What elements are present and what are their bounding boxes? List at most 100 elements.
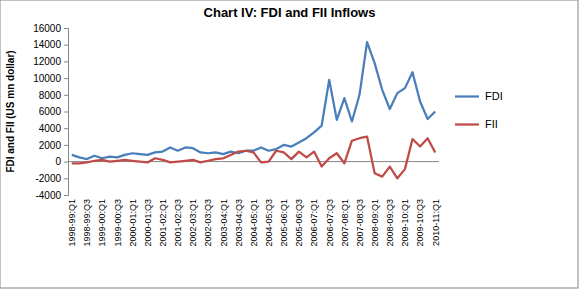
legend-swatch	[455, 123, 479, 125]
legend: FDI FII	[455, 90, 503, 130]
y-tick-mark	[64, 112, 68, 113]
y-tick-label: 2000	[39, 140, 62, 151]
x-tick: 2008-09:Q1	[370, 195, 380, 247]
y-tick: 4000	[39, 123, 68, 134]
chart-border	[0, 0, 578, 288]
x-tick: 2010-11:Q1	[431, 195, 441, 246]
x-tick-label: 1999-00:Q3	[113, 199, 123, 247]
x-tick-label: 2001-02:Q1	[158, 199, 168, 247]
x-tick: 2000-01:Q3	[143, 195, 153, 247]
x-tick-label: 2009-10:Q3	[415, 199, 425, 247]
x-tick: 2004-05:Q3	[264, 195, 274, 247]
x-tick: 2003-04:Q3	[234, 195, 244, 247]
x-tick-label: 2003-04:Q1	[219, 199, 229, 247]
x-tick-label: 2004-05:Q1	[249, 199, 259, 247]
y-tick: 16000	[33, 23, 68, 34]
x-tick: 2001-02:Q3	[173, 195, 183, 247]
x-tick-label: 2003-04:Q3	[234, 199, 244, 247]
x-tick: 2009-10:Q1	[400, 195, 410, 247]
x-axis: 1998-99:Q1 1998-99:Q3 1999-00:Q1 1999-00:Q3…	[67, 195, 440, 247]
x-tick: 1999-00:Q1	[97, 195, 107, 247]
y-tick: 14000	[33, 39, 68, 50]
x-tick-label: 1998-99:Q1	[67, 199, 77, 247]
y-axis-title: FDI and FII (US mn dollar)	[5, 50, 16, 172]
x-tick: 2002-03:Q1	[188, 195, 198, 247]
title: Chart IV: FDI and FII Inflows	[204, 5, 376, 20]
y-tick-label: 10000	[33, 73, 61, 84]
y-axis-line	[64, 29, 69, 196]
y-tick-mark	[64, 162, 68, 163]
x-tick: 2004-05:Q1	[249, 195, 259, 247]
y-tick-label: -4000	[35, 190, 61, 201]
y-tick-label: 0	[55, 156, 61, 167]
y-tick: -2000	[35, 173, 68, 184]
x-tick: 2008-09:Q3	[385, 195, 395, 247]
x-tick-label: 2008-09:Q1	[370, 199, 380, 247]
y-tick-label: 14000	[33, 39, 61, 50]
x-tick-label: 2002-03:Q1	[188, 199, 198, 247]
legend-label: FDI	[485, 90, 503, 102]
series-lines	[72, 42, 435, 178]
x-tick-label: 2006-07:Q1	[309, 199, 319, 247]
y-tick: 2000	[39, 140, 68, 151]
x-tick-label: 2002-03:Q3	[203, 199, 213, 247]
legend-item: FDI	[455, 90, 503, 102]
y-tick: -4000	[35, 190, 68, 201]
y-tick: 6000	[39, 106, 68, 117]
y-tick-label: 12000	[33, 56, 61, 67]
y-tick-mark	[64, 95, 68, 96]
y-axis: -4000 -2000 0 2000 4000 6000 8000 10000 12000 140…	[33, 23, 68, 201]
x-tick: 1998-99:Q1	[67, 195, 77, 247]
y-tick-mark	[64, 28, 68, 29]
x-tick: 2003-04:Q1	[219, 195, 229, 247]
y-tick-mark	[64, 145, 68, 146]
y-tick: 10000	[33, 73, 68, 84]
y-tick-label: -2000	[35, 173, 61, 184]
x-tick: 2001-02:Q1	[158, 195, 168, 247]
legend-label: FII	[485, 118, 498, 130]
chart: Chart IV: FDI and FII Inflows -4000 -2000 0…	[0, 0, 579, 289]
x-tick-label: 2007-08:Q1	[340, 199, 350, 247]
x-tick: 2007-08:Q1	[340, 195, 350, 247]
x-tick: 2005-06:Q1	[279, 195, 289, 247]
line-0	[72, 42, 435, 159]
y-tick-label: 16000	[33, 23, 61, 34]
x-tick: 2000-01:Q1	[128, 195, 138, 247]
y-tick-mark	[64, 178, 68, 179]
x-tick-label: 2010-11:Q1	[431, 199, 441, 246]
x-tick-label: 2001-02:Q3	[173, 199, 183, 247]
x-tick-label: 2000-01:Q3	[143, 199, 153, 247]
x-axis-line	[68, 161, 439, 162]
y-tick-mark	[64, 78, 68, 79]
y-tick-label: 4000	[39, 123, 62, 134]
plot: -4000 -2000 0 2000 4000 6000 8000 10000 12000 140…	[33, 23, 440, 247]
x-tick: 2009-10:Q3	[415, 195, 425, 247]
y-tick: 0	[55, 156, 68, 167]
y-tick-mark	[64, 45, 68, 46]
x-tick-label: 2005-06:Q1	[279, 199, 289, 247]
y-tick: 12000	[33, 56, 68, 67]
x-tick-label: 2004-05:Q3	[264, 199, 274, 247]
y-tick-label: 8000	[39, 90, 62, 101]
line-1	[72, 137, 435, 179]
x-tick-label: 2008-09:Q3	[385, 199, 395, 247]
x-tick: 2007-08:Q3	[355, 195, 365, 247]
y-tick-label: 6000	[39, 106, 62, 117]
x-tick-label: 2007-08:Q3	[355, 199, 365, 247]
x-tick-label: 2000-01:Q1	[128, 199, 138, 247]
y-tick-mark	[64, 128, 68, 129]
legend-swatch	[455, 95, 479, 97]
x-tick-label: 2006-07:Q3	[325, 199, 335, 247]
y-tick-mark	[64, 195, 68, 196]
x-tick: 1998-99:Q3	[82, 195, 92, 247]
x-tick: 2006-07:Q3	[325, 195, 335, 247]
x-tick-label: 2005-06:Q3	[294, 199, 304, 247]
x-tick: 2002-03:Q3	[203, 195, 213, 247]
legend-item: FII	[455, 118, 498, 130]
x-tick: 1999-00:Q3	[113, 195, 123, 247]
x-tick-label: 1998-99:Q3	[82, 199, 92, 247]
x-tick-label: 2009-10:Q1	[400, 199, 410, 247]
x-tick: 2006-07:Q1	[309, 195, 319, 247]
y-tick-mark	[64, 61, 68, 62]
x-tick: 2005-06:Q3	[294, 195, 304, 247]
